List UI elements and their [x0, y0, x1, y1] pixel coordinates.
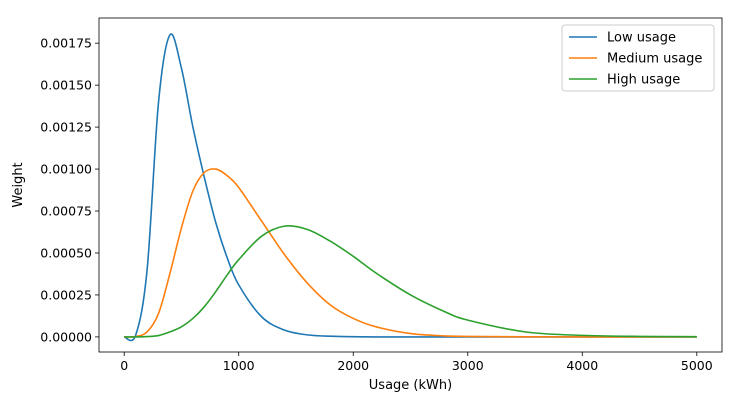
legend: Low usage Medium usage High usage: [561, 24, 715, 92]
y-tick-label: 0.00175: [40, 36, 92, 51]
y-tick-label: 0.00000: [40, 329, 92, 344]
x-tick-label: 5000: [681, 358, 713, 373]
x-tick-label: 2000: [337, 358, 369, 373]
y-tick-label: 0.00125: [40, 120, 92, 135]
plot-lines: [123, 33, 697, 342]
plot-frame: [98, 17, 723, 353]
legend-box: [561, 24, 715, 92]
y-tick-label: 0.00150: [40, 78, 92, 93]
legend-label: High usage: [607, 73, 680, 88]
y-tick-label: 0.00050: [40, 245, 92, 260]
y-tick-label: 0.00100: [40, 162, 92, 177]
y-axis-ticks: 0.00000 0.00025 0.00050 0.00075 0.00100 0.001…: [40, 36, 99, 344]
series-line-high-usage: [124, 225, 697, 338]
series-line-medium-usage: [124, 168, 697, 338]
x-tick-label: 4000: [566, 358, 598, 373]
x-axis-ticks: 0 1000 2000 3000 4000 5000: [120, 352, 713, 373]
x-tick-label: 0: [120, 358, 128, 373]
legend-label: Low usage: [607, 31, 676, 46]
x-tick-label: 3000: [452, 358, 484, 373]
legend-label: Medium usage: [607, 52, 702, 67]
x-axis-label: Usage (kWh): [369, 378, 452, 393]
x-tick-label: 1000: [223, 358, 255, 373]
y-tick-label: 0.00025: [40, 287, 92, 302]
y-tick-label: 0.00075: [40, 204, 92, 219]
y-axis-label: Weight: [11, 162, 26, 207]
